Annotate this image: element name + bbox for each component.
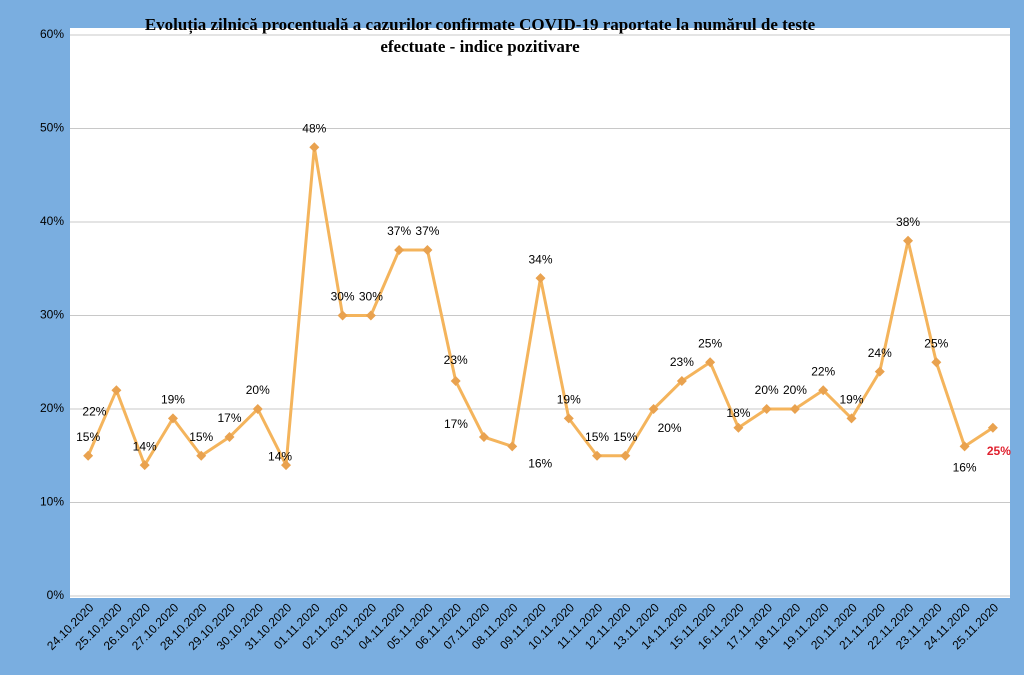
data-point — [676, 375, 687, 386]
data-label: 20% — [246, 383, 270, 397]
data-label: 18% — [726, 406, 750, 420]
plot-area — [70, 28, 1010, 598]
data-point — [224, 432, 235, 443]
data-point — [789, 404, 800, 414]
data-label: 34% — [528, 252, 552, 266]
data-label: 23% — [444, 353, 468, 367]
data-point — [309, 142, 320, 153]
y-tick-label: 60% — [40, 27, 64, 41]
data-point — [507, 441, 518, 452]
data-point — [83, 450, 94, 461]
data-point — [931, 357, 942, 368]
data-label: 19% — [557, 393, 581, 407]
data-point — [733, 422, 744, 433]
data-point — [705, 357, 716, 368]
data-point — [365, 310, 376, 321]
data-point — [111, 385, 122, 396]
data-label: 24% — [868, 346, 892, 360]
data-label: 17% — [444, 417, 468, 431]
data-point — [252, 404, 263, 414]
data-label: 37% — [387, 224, 411, 238]
y-tick-label: 20% — [40, 401, 64, 415]
data-point — [874, 366, 885, 377]
data-point — [450, 375, 461, 386]
data-point — [281, 460, 292, 471]
data-label: 22% — [82, 404, 106, 418]
data-label: 30% — [359, 290, 383, 304]
data-point — [167, 413, 178, 424]
data-label: 20% — [658, 421, 682, 435]
data-point — [394, 245, 405, 256]
data-label: 15% — [76, 430, 100, 444]
data-point — [846, 413, 857, 424]
data-label: 17% — [217, 411, 241, 425]
data-label: 15% — [613, 430, 637, 444]
data-point — [987, 422, 998, 433]
data-label: 20% — [783, 383, 807, 397]
data-label: 16% — [528, 457, 552, 471]
data-point — [422, 245, 433, 256]
data-label: 15% — [189, 430, 213, 444]
y-tick-label: 0% — [47, 588, 65, 602]
data-label: 25% — [698, 336, 722, 350]
data-label: 23% — [670, 355, 694, 369]
data-label: 15% — [585, 430, 609, 444]
y-tick-label: 50% — [40, 121, 64, 135]
y-tick-label: 30% — [40, 308, 64, 322]
data-label: 20% — [755, 383, 779, 397]
data-point — [535, 273, 546, 284]
data-point — [648, 404, 659, 414]
data-point — [196, 450, 207, 461]
y-tick-label: 40% — [40, 214, 64, 228]
data-point — [337, 310, 348, 321]
data-label: 19% — [839, 393, 863, 407]
data-point — [818, 385, 829, 396]
annotation: 25% — [987, 444, 1011, 458]
data-point — [761, 404, 772, 414]
data-label: 16% — [953, 461, 977, 475]
data-label: 22% — [811, 364, 835, 378]
chart-title: Evoluția zilnică procentuală a cazurilor… — [144, 15, 816, 56]
data-label: 37% — [415, 224, 439, 238]
data-label: 14% — [133, 439, 157, 453]
data-label: 14% — [268, 449, 292, 463]
data-point — [139, 460, 150, 471]
y-tick-label: 10% — [40, 495, 64, 509]
data-label: 30% — [331, 290, 355, 304]
data-point — [903, 235, 914, 246]
data-point — [592, 450, 603, 461]
data-point — [959, 441, 970, 452]
data-label: 19% — [161, 393, 185, 407]
data-label: 38% — [896, 215, 920, 229]
data-point — [563, 413, 574, 424]
data-point — [478, 432, 489, 443]
data-label: 25% — [924, 336, 948, 350]
data-point — [620, 450, 631, 461]
data-label: 48% — [302, 121, 326, 135]
